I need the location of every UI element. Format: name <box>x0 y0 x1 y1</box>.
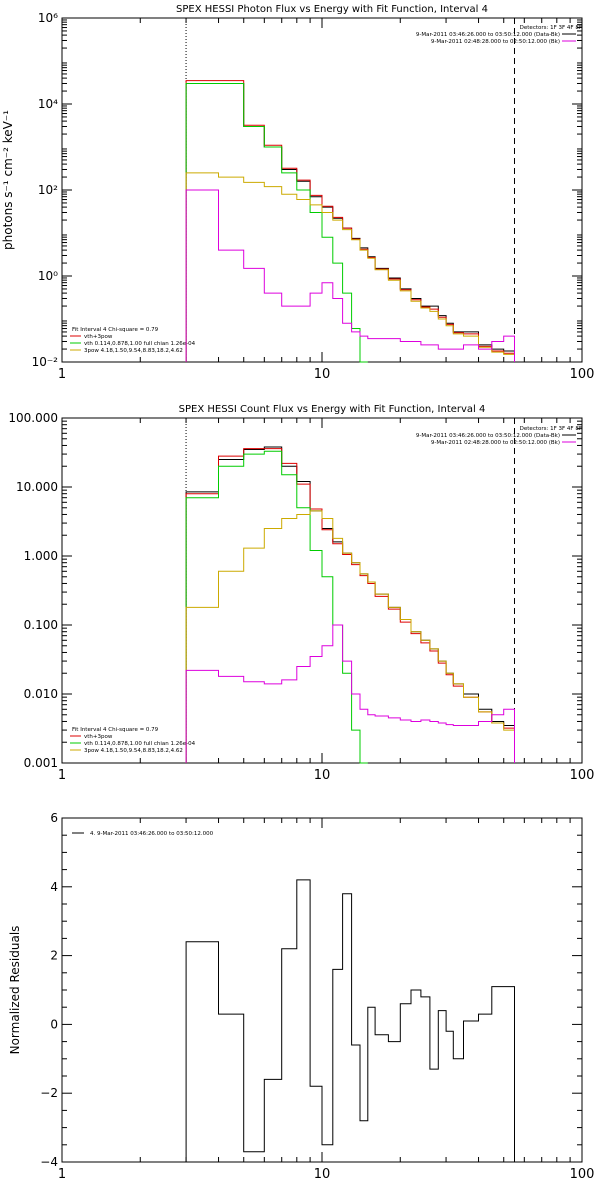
bk-series-line <box>185 189 515 362</box>
y-tick-label: −4 <box>40 1155 58 1169</box>
3pow-series-line <box>185 172 515 362</box>
y-tick-label: 10² <box>38 183 58 197</box>
x-tick-label: 100 <box>570 1167 595 1182</box>
residuals-panel: Normalized Residuals 4. 9-Mar-2011 03:46… <box>8 811 594 1182</box>
count-fit-legend-2: vth+3pow <box>84 734 113 740</box>
x-tick-label: 10 <box>314 367 331 382</box>
y-tick-label: 2 <box>50 949 58 963</box>
photon-y-axis-label: photons s⁻¹ cm⁻² keV⁻¹ <box>1 110 15 250</box>
y-tick-label: 4 <box>50 880 58 894</box>
count-detectors-label: Detectors: 1F 3F 4F 8F <box>520 426 582 432</box>
count-top-legend-1: 9-Mar-2011 03:46:26.000 to 03:50:12.000 … <box>416 433 560 439</box>
photon-top-legend-1: 9-Mar-2011 03:46:26.000 to 03:50:12.000 … <box>416 32 560 38</box>
count-chart-title: SPEX HESSI Count Flux vs Energy with Fit… <box>179 404 486 415</box>
photon-chart-title: SPEX HESSI Photon Flux vs Energy with Fi… <box>176 4 488 15</box>
photon-fit-legend-1: Fit Interval 4 Chi-square = 0.79 <box>72 327 159 333</box>
x-tick-label: 1 <box>58 367 66 382</box>
data-bk-series-line <box>185 83 515 362</box>
count-fit-legend-1: Fit Interval 4 Chi-square = 0.79 <box>72 727 159 733</box>
y-tick-label: 10.000 <box>16 480 58 494</box>
y-tick-label: 10⁶ <box>38 11 58 25</box>
y-tick-label: 0.100 <box>24 618 58 632</box>
x-tick-label: 1 <box>58 1167 66 1182</box>
photon-fit-legend-4: 3pow 4.18,1.50,9.54,8.83,18.2,4.62 <box>84 348 183 354</box>
residuals-series-line <box>185 879 515 1162</box>
photon-top-legend-2: 9-Mar-2011 02:48:28.000 to 02:50:12.000 … <box>431 39 560 45</box>
x-tick-label: 10 <box>314 768 331 783</box>
count-top-legend-2: 9-Mar-2011 02:48:28.000 to 02:50:12.000 … <box>431 440 560 446</box>
y-tick-label: 1.000 <box>24 549 58 563</box>
y-tick-label: 0 <box>50 1017 58 1031</box>
y-tick-label: 0.010 <box>24 687 58 701</box>
photon-flux-panel: SPEX HESSI Photon Flux vs Energy with Fi… <box>1 4 594 382</box>
x-tick-label: 1 <box>58 768 66 783</box>
y-tick-label: 10⁴ <box>38 97 58 111</box>
residuals-y-axis-label: Normalized Residuals <box>8 926 22 1055</box>
residuals-legend: 4. 9-Mar-2011 03:46:26.000 to 03:50:12.0… <box>90 831 214 837</box>
plot-frame <box>61 17 583 363</box>
y-tick-label: 6 <box>50 811 58 825</box>
y-tick-label: −2 <box>40 1086 58 1100</box>
x-tick-label: 100 <box>570 768 595 783</box>
vth-3pow-series-line <box>185 80 515 362</box>
x-tick-label: 100 <box>570 367 595 382</box>
y-tick-label: 100.000 <box>8 411 58 425</box>
photon-fit-legend-3: vth 0.114,0.878,1.00 full chian 1.26e-04 <box>84 341 196 347</box>
photon-fit-legend-2: vth+3pow <box>84 334 113 340</box>
data-bk-series-line <box>185 446 515 763</box>
3pow-series-line <box>185 510 515 763</box>
photon-detectors-label: Detectors: 1F 3F 4F 8F <box>520 25 582 31</box>
vth-series-line <box>185 83 368 363</box>
bk-series-line <box>185 624 515 763</box>
vth-3pow-series-line <box>185 448 515 763</box>
count-flux-panel: SPEX HESSI Count Flux vs Energy with Fit… <box>8 404 594 783</box>
y-tick-label: 10⁻² <box>32 355 59 369</box>
count-fit-legend-3: vth 0.114,0.878,1.00 full chian 1.26e-04 <box>84 741 196 747</box>
y-tick-label: 10⁰ <box>38 269 58 283</box>
count-fit-legend-4: 3pow 4.18,1.50,9.54,8.83,18.2,4.62 <box>84 748 183 754</box>
x-tick-label: 10 <box>314 1167 331 1182</box>
y-tick-label: 0.001 <box>24 756 58 770</box>
